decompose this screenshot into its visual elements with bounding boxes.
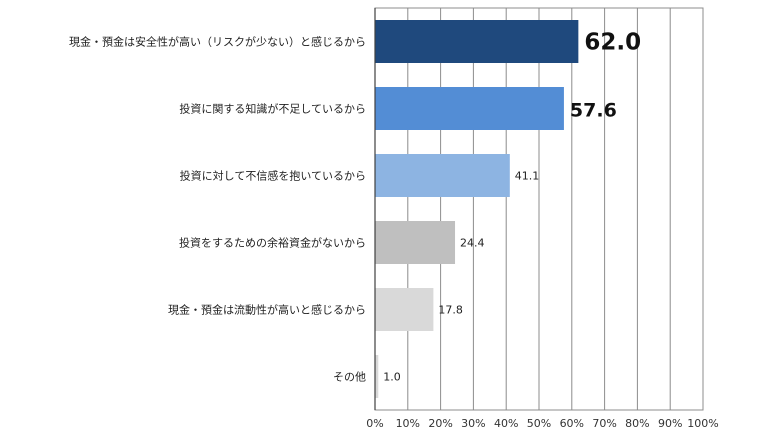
bar-item-2 xyxy=(375,154,510,197)
x-tick-label: 10% xyxy=(396,417,420,430)
value-label: 41.1 xyxy=(515,170,540,183)
x-tick-label: 60% xyxy=(560,417,584,430)
value-label: 1.0 xyxy=(383,371,401,384)
category-label: 投資に関する知識が不足しているから xyxy=(179,102,366,116)
x-tick-label: 30% xyxy=(461,417,485,430)
value-label: 62.0 xyxy=(584,30,641,56)
value-label: 57.6 xyxy=(570,100,617,122)
axis-layer: 0% 10% 20% 30% 40% 50% 60% 70% 80% 90% 100% xyxy=(366,7,719,430)
grid-layer xyxy=(374,8,704,410)
bar-item-0 xyxy=(375,20,579,63)
category-label: その他 xyxy=(333,371,366,384)
category-label: 投資をするための余裕資金がないから xyxy=(179,236,366,250)
bar-layer xyxy=(375,20,579,398)
bar-item-4 xyxy=(375,288,434,331)
value-label: 24.4 xyxy=(460,237,485,250)
x-tick-label: 100% xyxy=(687,417,718,430)
label-layer: 現金・預金は安全性が高い（リスクが少ない）と感じるから 62.0 投資に関する知識が… xyxy=(69,30,641,384)
x-tick-label: 80% xyxy=(625,417,649,430)
value-label: 17.8 xyxy=(438,304,463,317)
x-tick-label: 50% xyxy=(527,417,551,430)
bar-item-1 xyxy=(375,87,564,130)
category-label: 現金・預金は安全性が高い（リスクが少ない）と感じるから xyxy=(69,35,366,49)
bar-item-3 xyxy=(375,221,456,264)
bar-item-5 xyxy=(375,355,379,398)
x-tick-label: 20% xyxy=(428,417,452,430)
x-tick-label: 0% xyxy=(366,417,383,430)
x-tick-label: 90% xyxy=(658,417,682,430)
x-tick-label: 40% xyxy=(494,417,518,430)
category-label: 投資に対して不信感を抱いているから xyxy=(180,169,366,183)
category-label: 現金・預金は流動性が高いと感じるから xyxy=(168,303,366,317)
x-tick-label: 70% xyxy=(592,417,616,430)
